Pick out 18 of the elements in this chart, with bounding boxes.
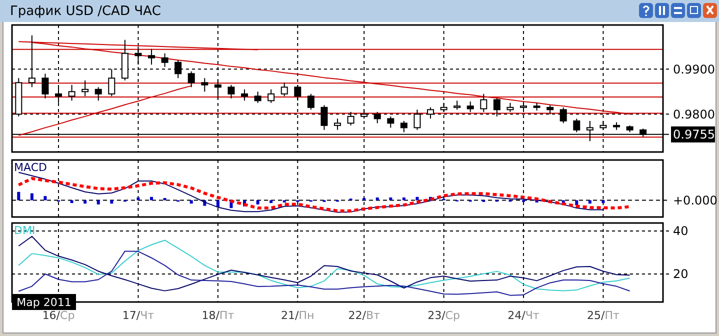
- ref-line-label: +0.000: [673, 193, 718, 208]
- x-tick-label: 21/Пн: [281, 309, 314, 322]
- chart-title: График USD /CAD ЧАС: [10, 4, 161, 19]
- chart-title: DMI: [14, 224, 36, 237]
- y-tick-label: 0.9900: [673, 62, 715, 76]
- ref-line-label: 0.9755: [673, 128, 715, 142]
- x-tick-label: 17/Чт: [122, 309, 155, 322]
- y-tick-label: 40: [673, 224, 688, 238]
- x-tick-label: 25/Пт: [587, 309, 620, 322]
- chart-title: MACD: [14, 161, 47, 174]
- x-tick-label: 18/Пт: [202, 309, 235, 322]
- x-tick-label: 16/Ср: [42, 309, 75, 322]
- y-tick-label: 20: [673, 267, 688, 282]
- x-tick-label: 23/Ср: [428, 309, 460, 322]
- y-tick-label: 0.9800: [673, 107, 715, 122]
- annotation: Мар 2011: [16, 296, 72, 309]
- x-tick-label: 22/Вт: [348, 309, 380, 322]
- x-tick-label: 24/Чт: [508, 309, 540, 322]
